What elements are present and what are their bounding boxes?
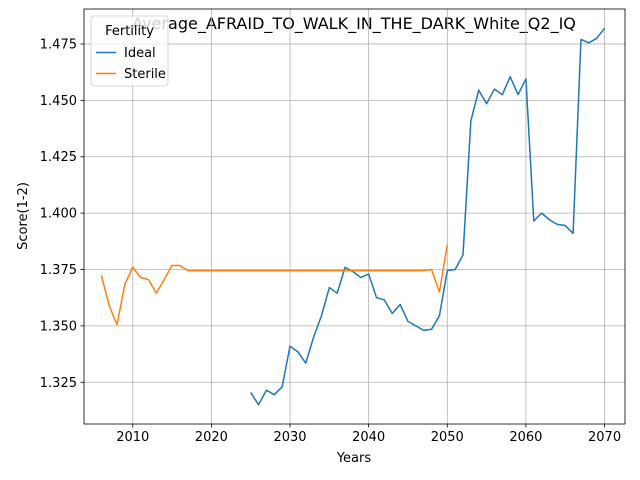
y-tick-label: 1.425: [40, 150, 77, 165]
y-tick-label: 1.325: [40, 376, 77, 391]
x-tick-label: 2010: [116, 430, 149, 445]
x-tick-label: 2030: [273, 430, 306, 445]
series-line-ideal: [250, 27, 606, 406]
plot-frame: [83, 8, 626, 425]
x-tick-label: 2060: [509, 430, 542, 445]
series-line-sterile: [100, 244, 449, 326]
x-tick-label: 2050: [431, 430, 464, 445]
series-lines: [100, 27, 606, 406]
legend-label-sterile: Sterile: [124, 67, 166, 82]
y-tick-label: 1.400: [40, 207, 77, 222]
y-axis: 1.325 1.350 1.375 1.400 1.425 1.450 1.475: [40, 37, 84, 391]
y-tick-label: 1.475: [40, 37, 77, 52]
grid-lines: [84, 9, 625, 424]
x-tick-label: 2020: [195, 430, 228, 445]
y-tick-label: 1.350: [40, 319, 77, 334]
y-axis-label: Score(1-2): [16, 182, 31, 250]
x-axis-label: Years: [336, 451, 372, 466]
legend: Fertility Ideal Sterile: [90, 15, 169, 87]
legend-label-ideal: Ideal: [124, 46, 156, 61]
legend-title: Fertility: [105, 24, 154, 39]
legend-box: [90, 15, 169, 87]
y-tick-label: 1.375: [40, 263, 77, 278]
y-tick-label: 1.450: [40, 94, 77, 109]
chart-title: Average_AFRAID_TO_WALK_IN_THE_DARK_White…: [132, 14, 576, 34]
x-tick-label: 2040: [352, 430, 385, 445]
x-tick-label: 2070: [588, 430, 621, 445]
x-axis: 2010 2020 2030 2040 2050 2060 2070: [116, 424, 621, 445]
